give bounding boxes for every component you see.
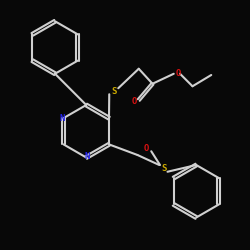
Text: O: O	[144, 144, 149, 153]
Text: O: O	[132, 97, 137, 106]
Text: N: N	[85, 152, 90, 161]
Text: S: S	[111, 87, 116, 96]
Text: O: O	[176, 69, 182, 78]
Text: S: S	[161, 164, 166, 173]
Text: N: N	[60, 114, 65, 122]
